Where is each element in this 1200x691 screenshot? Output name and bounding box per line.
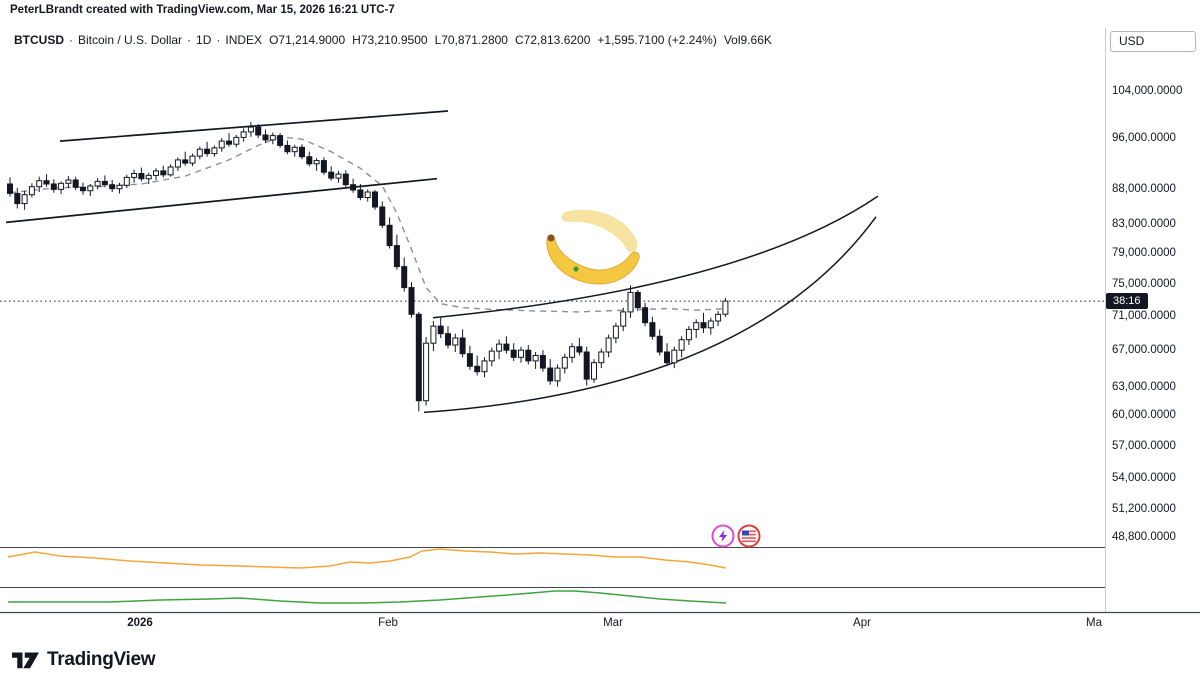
symbol-title: BTCUSD · Bitcoin / U.S. Dollar · 1D · IN… — [14, 33, 262, 47]
indicator-upper-orange[interactable] — [7, 548, 727, 569]
footer-branding[interactable]: TradingView — [12, 649, 156, 671]
time-axis-label: Mar — [603, 617, 623, 629]
price-axis-label: 79,000.0000 — [1112, 247, 1176, 259]
banana-sticker-icon[interactable] — [546, 209, 640, 285]
curve-lower-arc[interactable] — [423, 216, 877, 414]
price-axis-label: 60,000.0000 — [1112, 409, 1176, 422]
chart-header: BTCUSD · Bitcoin / U.S. Dollar · 1D · IN… — [14, 33, 772, 47]
ohlc-low: L 70,871.2800 — [434, 33, 508, 47]
currency-toggle-usd[interactable]: USD — [1110, 31, 1196, 52]
title-separator: · — [69, 33, 73, 47]
channel-line-lower[interactable] — [5, 177, 438, 224]
lightning-emoji-icon[interactable] — [711, 524, 735, 548]
price-axis-label: 48,800.0000 — [1112, 531, 1176, 544]
ohlc-open: O 71,214.9000 — [269, 33, 346, 47]
price-axis-label: 67,000.0000 — [1112, 344, 1176, 357]
exchange-label: INDEX — [225, 33, 263, 47]
time-axis-label: 2026 — [127, 617, 153, 629]
indicator-lower-green[interactable] — [8, 590, 727, 604]
time-axis[interactable]: 2026 Feb Mar Apr Ma — [0, 613, 1105, 637]
tradingview-logo-icon — [12, 652, 39, 669]
ohlc-close: C 72,813.6200 — [514, 33, 591, 47]
price-axis-label: 71,000.0000 — [1112, 310, 1176, 322]
usa-flag-emoji-icon[interactable] — [737, 524, 761, 548]
ohlc-high: H 73,210.9500 — [352, 33, 428, 47]
price-axis-label: 104,000.0000 — [1112, 84, 1183, 97]
price-axis[interactable]: USD 38:16 104,000.0000 96,000.0000 88,000.… — [1105, 0, 1200, 691]
countdown-badge: 38:16 — [1106, 293, 1148, 310]
attribution-text: PeterLBrandt created with TradingView.co… — [10, 4, 395, 16]
price-axis-label: 96,000.0000 — [1112, 132, 1176, 144]
channel-line-upper[interactable] — [59, 110, 449, 142]
candlestick-series — [7, 122, 729, 412]
price-axis-label: 88,000.0000 — [1112, 183, 1176, 196]
volume-value: Vol 9.66K — [723, 33, 772, 47]
title-separator: · — [216, 33, 221, 47]
price-axis-label: 83,000.0000 — [1112, 217, 1176, 230]
time-axis-label: Apr — [853, 617, 871, 629]
price-axis-label: 51,200.0000 — [1112, 502, 1176, 515]
price-axis-label: 75,000.0000 — [1112, 277, 1176, 290]
time-axis-label: Feb — [378, 617, 398, 629]
symbol-description: Bitcoin / U.S. Dollar — [78, 33, 183, 47]
interval-button[interactable]: 1D — [196, 33, 212, 47]
price-axis-label: 57,000.0000 — [1112, 439, 1176, 452]
price-axis-label: 63,000.0000 — [1112, 380, 1176, 393]
change-value: +1,595.7100 (+2.24%) — [597, 33, 717, 47]
curve-upper-arc[interactable] — [432, 195, 879, 319]
moving-average-dashed[interactable] — [9, 136, 726, 313]
symbol-button[interactable]: BTCUSD — [14, 33, 64, 47]
title-separator: · — [187, 33, 192, 47]
price-axis-label: 54,000.0000 — [1112, 471, 1176, 484]
tradingview-logo-text: TradingView — [47, 649, 156, 670]
time-axis-label: Ma — [1086, 617, 1102, 629]
